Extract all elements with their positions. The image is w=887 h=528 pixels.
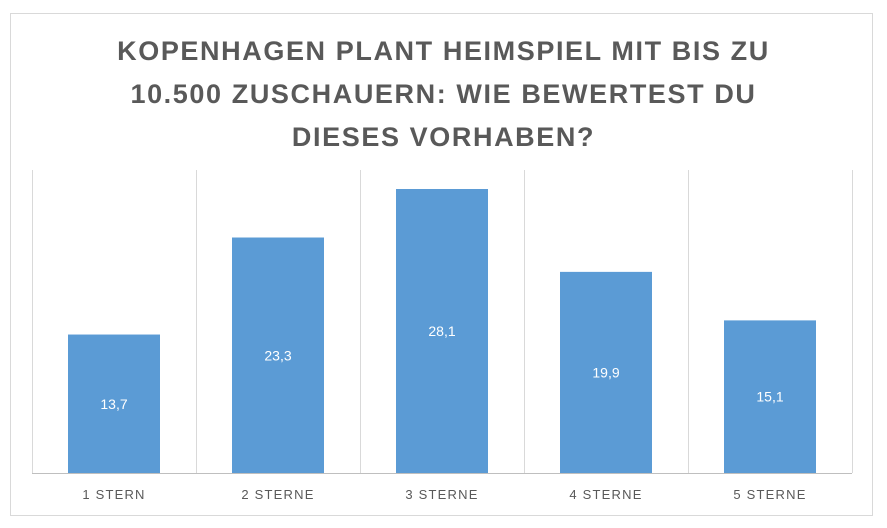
data-label: 15,1	[756, 389, 783, 405]
data-label: 13,7	[100, 396, 127, 412]
bar	[724, 320, 816, 473]
bar	[396, 189, 488, 473]
category-tick-label: 4 STERNE	[569, 487, 642, 502]
category-tick-label: 2 STERNE	[241, 487, 314, 502]
category-tick-label: 5 STERNE	[733, 487, 806, 502]
data-label: 23,3	[264, 347, 291, 363]
bar	[232, 237, 324, 473]
category-tick-label: 1 STERN	[82, 487, 145, 502]
bar	[68, 334, 160, 473]
data-label: 19,9	[592, 364, 619, 380]
data-label: 28,1	[428, 323, 455, 339]
bar	[560, 271, 652, 473]
chart-title: KOPENHAGEN PLANT HEIMSPIEL MIT BIS ZU 10…	[117, 36, 770, 152]
category-tick-label: 3 STERNE	[405, 487, 478, 502]
